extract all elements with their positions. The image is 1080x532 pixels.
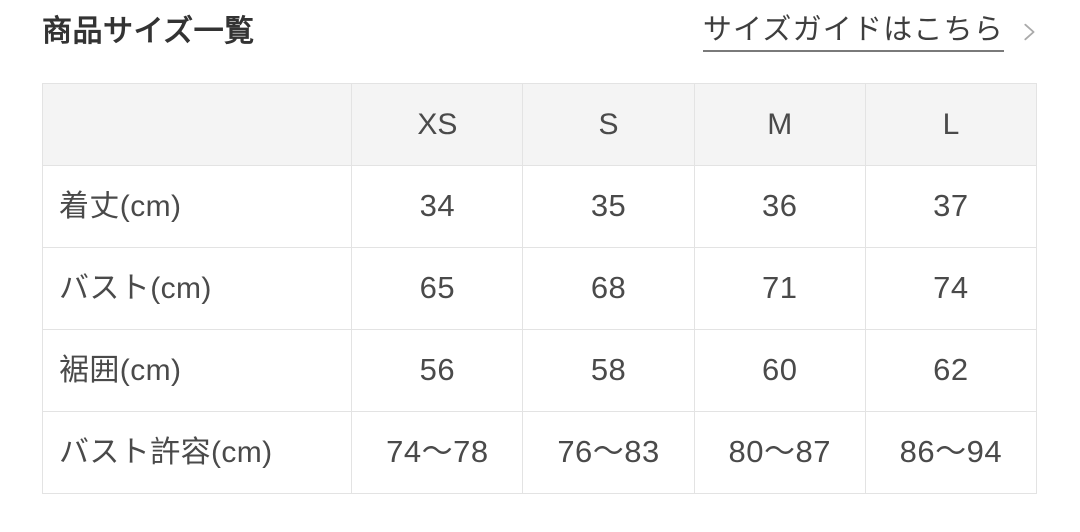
cell-value: 35	[590, 188, 627, 224]
cell-bust-tolerance-m: 80〜87	[693, 411, 866, 494]
cell-bust-tolerance-s: 76〜83	[522, 411, 695, 494]
cell-bust-tolerance-xs: 74〜78	[351, 411, 524, 494]
table-row: バスト許容(cm) 74〜78 76〜83 80〜87 86〜94	[41, 411, 1038, 494]
cell-bust-xs: 65	[351, 247, 524, 330]
page-title: 商品サイズ一覧	[42, 15, 255, 48]
cell-hem-l: 62	[864, 329, 1038, 412]
size-table-body: 着丈(cm) 34 35 36 37 バスト(cm)	[41, 165, 1038, 494]
size-table-container: XS S M L 着丈(cm) 34 35 36	[41, 83, 1038, 494]
cell-bust-m: 71	[693, 247, 866, 330]
row-label-bust-tolerance: バスト許容(cm)	[41, 411, 353, 494]
column-header-xs: XS	[351, 83, 524, 166]
cell-value: 74〜78	[386, 434, 489, 470]
size-table: XS S M L 着丈(cm) 34 35 36	[41, 83, 1038, 494]
cell-value: 68	[590, 270, 627, 306]
cell-value: 62	[933, 352, 969, 388]
table-row: 着丈(cm) 34 35 36 37	[41, 165, 1038, 248]
cell-bust-s: 68	[522, 247, 695, 330]
cell-bust-tolerance-l: 86〜94	[864, 411, 1038, 494]
column-header-l: L	[864, 83, 1038, 166]
row-label-length: 着丈(cm)	[41, 165, 353, 248]
cell-value: 58	[590, 352, 627, 388]
cell-value: 86〜94	[899, 434, 1003, 470]
table-corner-cell	[41, 83, 353, 166]
row-label-bust: バスト(cm)	[41, 247, 353, 330]
cell-value: 37	[933, 188, 969, 224]
chevron-right-icon	[1018, 21, 1040, 43]
row-label-hem: 裾囲(cm)	[41, 329, 353, 412]
cell-value: 65	[419, 270, 456, 306]
size-table-head: XS S M L	[41, 83, 1038, 166]
cell-hem-xs: 56	[351, 329, 524, 412]
table-row: バスト(cm) 65 68 71 74	[41, 247, 1038, 330]
header-bar: 商品サイズ一覧 サイズガイドはこちら	[0, 0, 1080, 70]
cell-value: 74	[933, 270, 969, 306]
cell-value: 71	[761, 270, 798, 306]
cell-value: 56	[419, 352, 456, 388]
cell-hem-s: 58	[522, 329, 695, 412]
cell-length-l: 37	[864, 165, 1038, 248]
cell-value: 80〜87	[728, 434, 831, 470]
column-header-m: M	[693, 83, 866, 166]
column-header-s: S	[522, 83, 695, 166]
size-guide-link-label: サイズガイドはこちら	[702, 12, 1004, 53]
cell-length-xs: 34	[351, 165, 524, 248]
cell-length-s: 35	[522, 165, 695, 248]
cell-value: 76〜83	[557, 434, 660, 470]
table-header-row: XS S M L	[41, 83, 1038, 166]
cell-length-m: 36	[693, 165, 866, 248]
cell-value: 60	[761, 352, 798, 388]
table-row: 裾囲(cm) 56 58 60 62	[41, 329, 1038, 412]
cell-bust-l: 74	[864, 247, 1038, 330]
cell-hem-m: 60	[693, 329, 866, 412]
cell-value: 36	[761, 188, 798, 224]
cell-value: 34	[419, 188, 456, 224]
size-guide-link[interactable]: サイズガイドはこちら	[702, 12, 1040, 53]
